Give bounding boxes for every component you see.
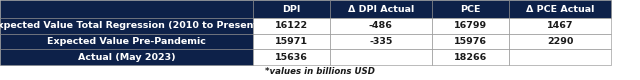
Text: 18266: 18266 — [454, 52, 487, 62]
Text: 16799: 16799 — [454, 21, 487, 30]
Bar — [253, 0, 330, 18]
Bar — [509, 49, 611, 65]
Bar — [0, 49, 253, 65]
Bar — [432, 0, 509, 18]
Text: 1467: 1467 — [547, 21, 573, 30]
Text: -486: -486 — [369, 21, 393, 30]
Text: 15971: 15971 — [275, 37, 308, 46]
Text: Δ DPI Actual: Δ DPI Actual — [348, 4, 414, 14]
Text: 15976: 15976 — [454, 37, 487, 46]
Bar — [509, 0, 611, 18]
Bar — [432, 34, 509, 49]
Bar — [330, 18, 432, 34]
Text: Δ PCE Actual: Δ PCE Actual — [526, 4, 594, 14]
Bar — [330, 0, 432, 18]
Bar — [432, 49, 509, 65]
Bar — [509, 34, 611, 49]
Bar — [0, 34, 253, 49]
Text: -335: -335 — [369, 37, 392, 46]
Bar — [253, 18, 330, 34]
Bar — [0, 18, 253, 34]
Bar — [253, 34, 330, 49]
Text: Expected Value Total Regression (2010 to Present): Expected Value Total Regression (2010 to… — [0, 21, 262, 30]
Bar — [253, 49, 330, 65]
Text: *values in billions USD: *values in billions USD — [265, 67, 375, 76]
Text: 15636: 15636 — [275, 52, 308, 62]
Bar — [0, 0, 253, 18]
Text: Actual (May 2023): Actual (May 2023) — [77, 52, 175, 62]
Text: 16122: 16122 — [275, 21, 308, 30]
Bar — [330, 34, 432, 49]
Bar — [432, 18, 509, 34]
Text: PCE: PCE — [460, 4, 481, 14]
Text: DPI: DPI — [282, 4, 300, 14]
Bar — [509, 18, 611, 34]
Text: 2290: 2290 — [547, 37, 573, 46]
Text: Expected Value Pre-Pandemic: Expected Value Pre-Pandemic — [47, 37, 206, 46]
Bar — [330, 49, 432, 65]
